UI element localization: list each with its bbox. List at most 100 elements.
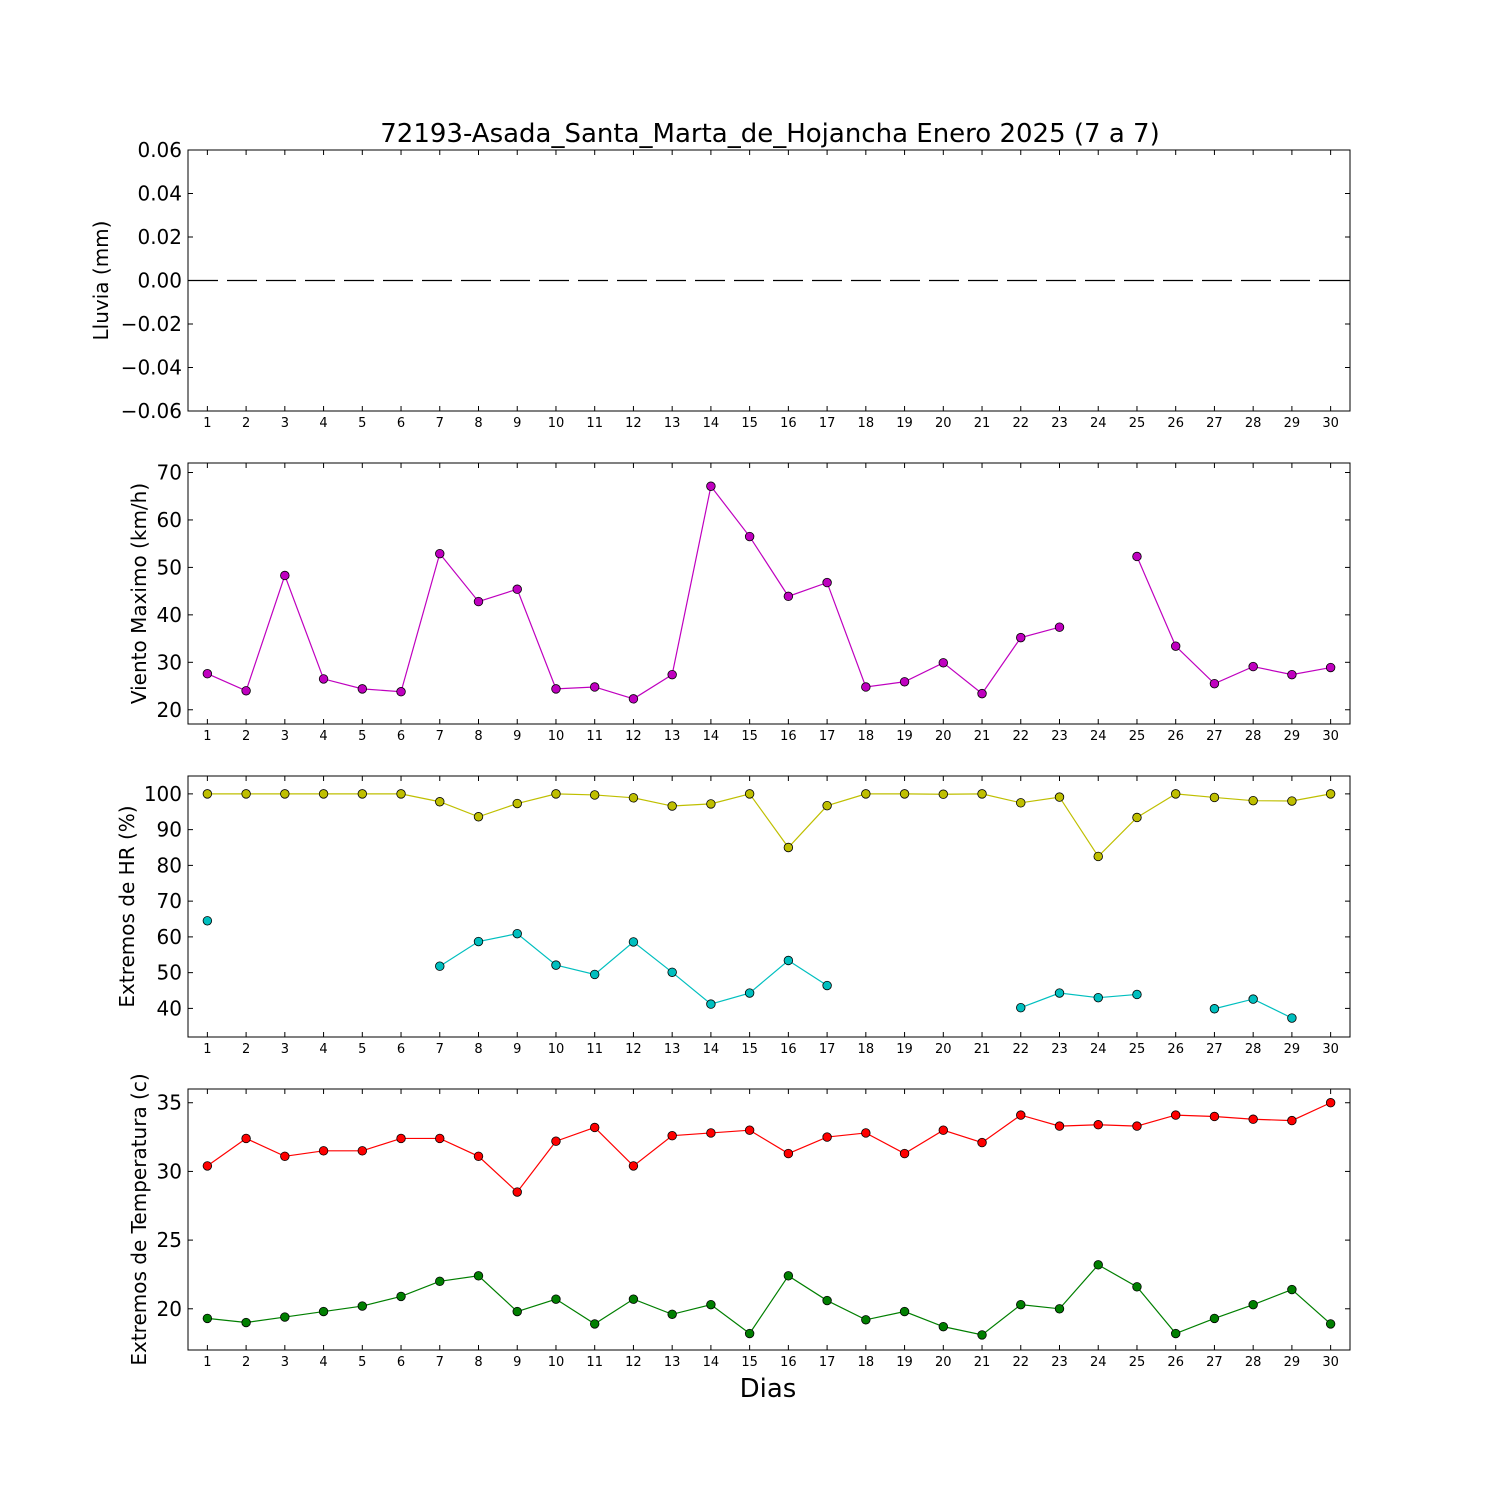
x-tick-label: 18 — [858, 1355, 875, 1370]
x-tick-label: 20 — [935, 416, 952, 431]
x-tick-label: 29 — [1284, 729, 1301, 744]
data-point — [744, 531, 755, 542]
y-tick-label: −0.02 — [121, 312, 182, 336]
y-tick-label: 60 — [157, 925, 182, 949]
x-tick-label: 27 — [1206, 729, 1223, 744]
y-tick-label: 30 — [157, 1159, 182, 1183]
x-tick-label: 7 — [436, 729, 444, 744]
data-point — [202, 1161, 213, 1171]
x-tick-label: 20 — [935, 1355, 952, 1370]
x-tick-label: 8 — [474, 1042, 482, 1057]
x-tick-label: 30 — [1322, 1042, 1339, 1057]
data-point — [512, 798, 522, 809]
y-tick-label: 50 — [157, 961, 182, 985]
data-point — [977, 688, 987, 699]
data-point — [1170, 641, 1181, 651]
y-tick-label: 20 — [157, 698, 182, 722]
x-tick-label: 17 — [819, 1042, 836, 1057]
x-tick-label: 8 — [474, 416, 482, 431]
series-line — [1136, 556, 1331, 685]
data-point — [551, 1294, 561, 1304]
x-tick-label: 12 — [625, 729, 642, 744]
y-tick-label: 70 — [157, 889, 182, 913]
data-point — [1170, 1328, 1181, 1339]
x-tick-label: 30 — [1322, 416, 1339, 431]
y-axis-label: Extremos de HR (%) — [115, 805, 139, 1007]
data-point — [1016, 1110, 1026, 1120]
data-point — [861, 789, 871, 799]
x-tick-label: 2 — [242, 729, 250, 744]
data-point — [1287, 796, 1297, 806]
data-point — [590, 1122, 600, 1133]
y-tick-label: 50 — [157, 555, 182, 579]
x-tick-label: 30 — [1322, 729, 1339, 744]
data-point — [744, 1328, 755, 1339]
series-line — [207, 484, 1060, 700]
chart-title: 72193-Asada_Santa_Marta_de_Hojancha Ener… — [380, 119, 1159, 149]
x-tick-label: 23 — [1051, 416, 1068, 431]
data-point — [396, 1133, 406, 1144]
data-point — [1209, 792, 1220, 803]
x-tick-label: 1 — [203, 416, 211, 431]
x-tick-label: 28 — [1245, 1355, 1262, 1370]
data-point — [1054, 792, 1065, 802]
x-tick-label: 18 — [858, 1042, 875, 1057]
data-point — [706, 1299, 716, 1310]
data-point — [706, 1128, 716, 1138]
x-tick-label: 25 — [1129, 416, 1146, 431]
x-tick-label: 5 — [358, 1042, 366, 1057]
x-tick-label: 25 — [1129, 1355, 1146, 1370]
y-tick-label: −0.04 — [121, 356, 182, 380]
x-tick-label: 8 — [474, 729, 482, 744]
data-point — [1093, 992, 1103, 1003]
data-point — [1287, 669, 1297, 680]
x-tick-label: 17 — [819, 416, 836, 431]
data-point — [1248, 994, 1258, 1004]
x-tick-label: 11 — [586, 1042, 603, 1057]
x-tick-label: 15 — [741, 416, 758, 431]
x-tick-label: 17 — [819, 729, 836, 744]
plot-frame — [187, 462, 1351, 725]
data-point — [1132, 1282, 1142, 1292]
x-tick-label: 10 — [548, 416, 565, 431]
x-tick-label: 16 — [780, 416, 797, 431]
data-point — [628, 937, 639, 947]
y-tick-label: 100 — [144, 782, 182, 806]
data-point — [706, 481, 716, 491]
data-point — [1209, 1313, 1220, 1324]
x-tick-label: 16 — [780, 1042, 797, 1057]
x-tick-label: 12 — [625, 1355, 642, 1370]
data-point — [473, 812, 484, 822]
data-point — [1132, 1121, 1142, 1131]
x-tick-label: 11 — [586, 729, 603, 744]
x-tick-label: 23 — [1051, 1042, 1068, 1057]
x-tick-label: 26 — [1167, 416, 1184, 431]
data-point — [318, 1146, 329, 1156]
data-point — [1325, 789, 1336, 799]
x-tick-label: 21 — [974, 1042, 991, 1057]
x-tick-label: 19 — [896, 1042, 913, 1057]
x-tick-label: 10 — [548, 1042, 565, 1057]
data-point — [706, 999, 716, 1009]
x-tick-label: 13 — [664, 1355, 681, 1370]
data-point — [1209, 1111, 1220, 1122]
x-tick-label: 22 — [1012, 1355, 1029, 1370]
data-point — [822, 577, 832, 588]
data-point — [318, 789, 329, 799]
x-tick-label: 25 — [1129, 1042, 1146, 1057]
data-point — [744, 988, 755, 998]
data-point — [590, 790, 600, 800]
data-point — [628, 1161, 639, 1171]
data-point — [667, 669, 677, 680]
x-tick-label: 29 — [1284, 1355, 1301, 1370]
data-point — [899, 1306, 910, 1317]
data-point — [435, 797, 445, 807]
x-tick-label: 18 — [858, 416, 875, 431]
y-tick-label: 60 — [157, 508, 182, 532]
data-point — [783, 842, 794, 853]
data-point — [551, 960, 561, 970]
x-tick-label: 4 — [319, 416, 327, 431]
x-tick-label: 2 — [242, 1042, 250, 1057]
